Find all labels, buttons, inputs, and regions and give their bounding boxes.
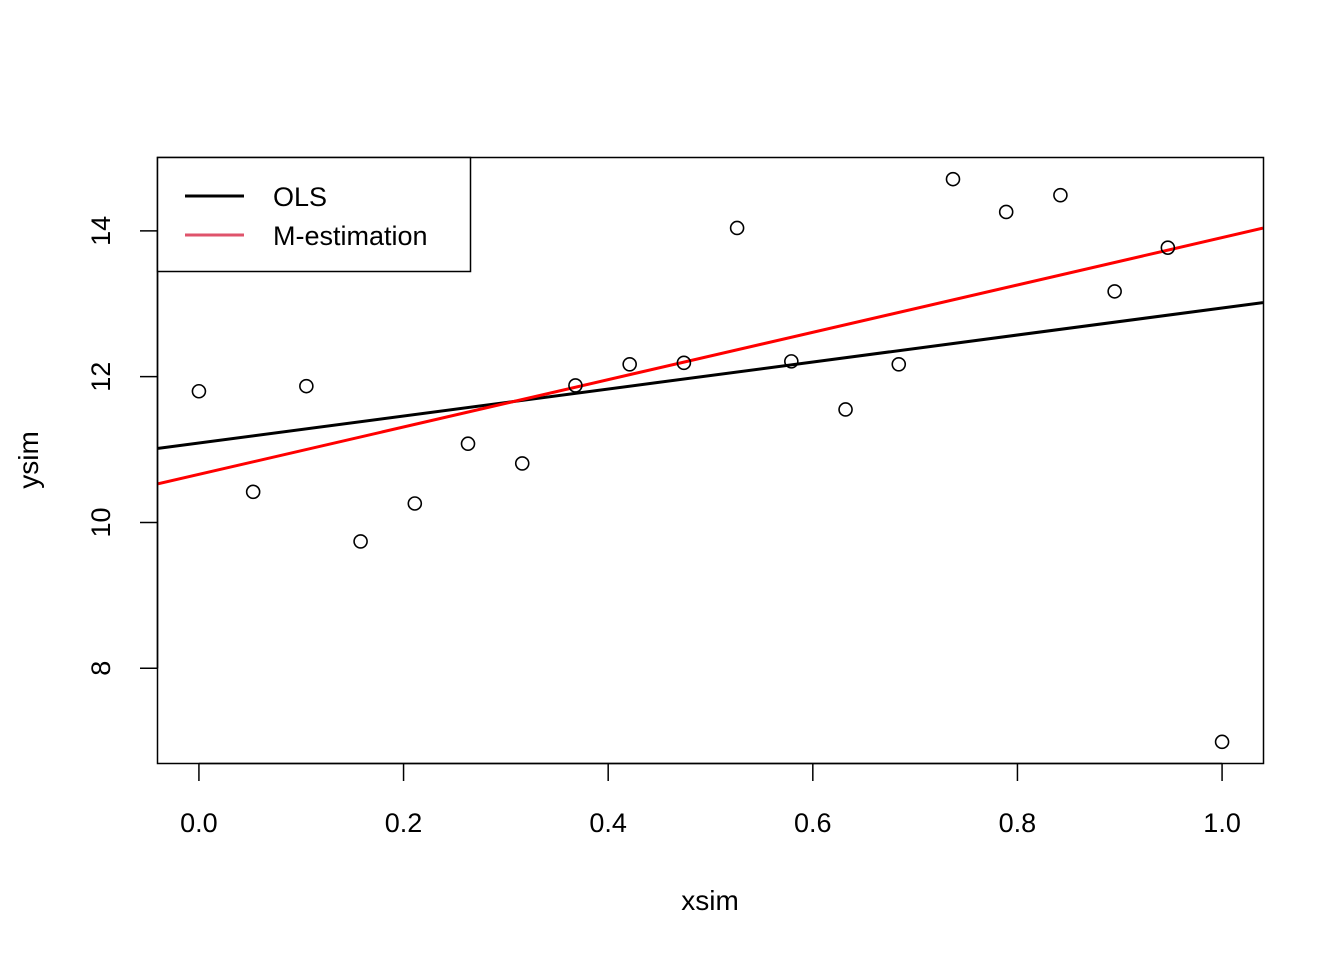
legend: OLS M-estimation <box>156 156 472 273</box>
data-point <box>622 356 637 372</box>
data-point <box>891 356 907 372</box>
x-axis: 0.0 0.2 0.4 0.6 0.8 1.0 <box>180 762 1241 838</box>
data-point <box>1107 284 1122 299</box>
x-tick-label: 1.0 <box>1203 808 1241 838</box>
data-point <box>191 383 207 399</box>
data-point <box>998 204 1014 220</box>
data-point <box>784 354 799 369</box>
data-point <box>838 402 853 417</box>
data-point <box>299 378 314 394</box>
x-axis-title: xsim <box>681 885 739 916</box>
data-point <box>1214 734 1230 750</box>
x-tick-label: 0.0 <box>180 808 218 838</box>
data-point <box>245 484 261 500</box>
data-point <box>568 378 583 393</box>
y-tick-label: 14 <box>86 216 116 246</box>
data-point <box>407 496 423 511</box>
fit-line-m-estimation <box>158 226 1263 486</box>
data-point <box>1160 240 1176 255</box>
y-axis-title: ysim <box>13 431 44 489</box>
x-tick-label: 0.6 <box>794 808 832 838</box>
data-point <box>676 355 692 371</box>
fit-line-ols <box>158 301 1263 450</box>
x-tick-label: 0.2 <box>385 808 423 838</box>
fit-lines <box>158 226 1263 486</box>
data-point <box>729 220 745 236</box>
data-point <box>353 534 368 549</box>
y-tick-label: 12 <box>86 362 116 392</box>
y-tick-label: 8 <box>86 661 116 676</box>
x-tick-label: 0.8 <box>999 808 1037 838</box>
data-points <box>191 171 1230 750</box>
y-tick-label: 10 <box>86 507 116 537</box>
legend-label: M-estimation <box>273 221 428 251</box>
data-point <box>514 456 530 471</box>
x-tick-label: 0.4 <box>589 808 627 838</box>
data-point <box>1053 187 1068 203</box>
data-point <box>460 436 476 452</box>
legend-label: OLS <box>273 182 327 212</box>
data-point <box>945 171 961 187</box>
legend-box <box>156 156 472 273</box>
y-axis: 8 10 12 14 <box>86 216 159 676</box>
